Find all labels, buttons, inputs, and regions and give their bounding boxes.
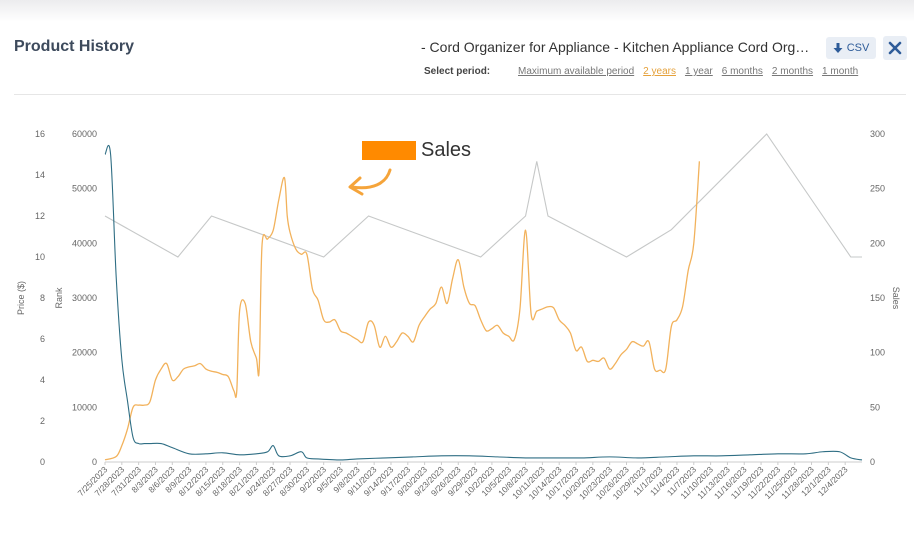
annotation-arrow [350, 168, 392, 190]
rank-tick-label: 50000 [72, 184, 97, 194]
rank-tick-label: 0 [92, 457, 97, 467]
period-1-year[interactable]: 1 year [684, 66, 713, 77]
period-6-months[interactable]: 6 months [721, 66, 763, 77]
period-1-month[interactable]: 1 month [822, 66, 859, 77]
download-arrow-icon [833, 42, 843, 53]
rank-series-line [104, 133, 862, 258]
price-tick-label: 10 [35, 252, 45, 262]
sales-tick-label: 50 [870, 402, 880, 412]
product-name: - Cord Organizer for Appliance - Kitchen… [421, 39, 811, 55]
price-tick-label: 2 [40, 416, 45, 426]
sales-tick-label: 200 [870, 238, 885, 248]
price-tick-label: 16 [35, 129, 45, 139]
rank-tick-label: 40000 [72, 238, 97, 248]
price-tick-label: 4 [40, 375, 45, 385]
close-button[interactable] [883, 36, 907, 60]
sales-tick-label: 300 [870, 129, 885, 139]
price-tick-label: 6 [40, 334, 45, 344]
price-tick-label: 8 [40, 293, 45, 303]
csv-download-button[interactable]: CSV [826, 37, 876, 59]
sales-tick-label: 100 [870, 348, 885, 358]
price-axis-title: Price ($) [16, 281, 26, 315]
close-icon [888, 41, 902, 55]
sales-series-line [104, 161, 701, 461]
period-selector: Maximum available period 2 years 1 year 6 m… [518, 66, 867, 77]
sales-annotation: Sales [362, 139, 472, 165]
product-history-header: Product History - Cord Organizer for App… [0, 0, 914, 95]
sales-annotation-swatch [362, 141, 416, 160]
period-max[interactable]: Maximum available period [518, 66, 635, 77]
product-history-chart: 0 2 4 6 8 10 12 14 16 0 10000 20000 30000 40000 50000 6… [16, 129, 901, 501]
sales-tick-label: 0 [870, 457, 875, 467]
rank-axis-title: Rank [54, 287, 64, 309]
sales-annotation-label: Sales [421, 139, 472, 161]
sales-tick-label: 150 [870, 293, 885, 303]
price-tick-label: 14 [35, 170, 45, 180]
rank-tick-label: 20000 [72, 348, 97, 358]
price-tick-label: 0 [40, 457, 45, 467]
period-2-years[interactable]: 2 years [643, 66, 676, 77]
header-divider [14, 94, 906, 95]
price-series-line [104, 144, 863, 461]
price-tick-label: 12 [35, 211, 45, 221]
rank-tick-label: 10000 [72, 402, 97, 412]
select-period-label: Select period: [424, 66, 491, 77]
period-2-months[interactable]: 2 months [771, 66, 814, 77]
rank-tick-label: 60000 [72, 129, 97, 139]
annotation-arrow-head [348, 176, 364, 196]
top-shadow [0, 0, 914, 22]
sales-tick-label: 250 [870, 184, 885, 194]
sales-axis-title: Sales [891, 287, 901, 310]
rank-tick-label: 30000 [72, 293, 97, 303]
page-title: Product History [14, 38, 135, 55]
csv-label: CSV [846, 42, 870, 54]
